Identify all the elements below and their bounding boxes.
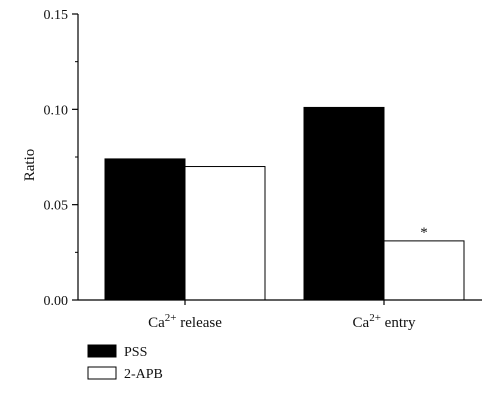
y-axis: 0.00 0.05 0.10 0.15 <box>44 8 79 309</box>
annotations-group: * <box>420 225 428 241</box>
y-tick-label: 0.10 <box>44 103 69 118</box>
y-tick-label: 0.00 <box>44 294 69 309</box>
x-axis: Ca2+ release Ca2+ entry <box>78 299 482 331</box>
x-category-label: Ca2+ entry <box>353 312 416 331</box>
legend-label: 2-APB <box>124 367 163 382</box>
y-tick-label: 0.05 <box>44 199 69 214</box>
legend-label: PSS <box>124 345 147 360</box>
x-category-label: Ca2+ release <box>148 312 222 331</box>
bar-pss-0 <box>104 158 186 301</box>
bar-2-apb-1 <box>383 240 465 301</box>
legend-swatch-pss <box>87 344 117 358</box>
bar-pss-1 <box>303 106 385 301</box>
legend: PSS 2-APB <box>87 344 163 382</box>
bars-group <box>104 106 465 301</box>
significance-marker: * <box>420 225 428 241</box>
bar-2-apb-0 <box>184 166 266 301</box>
y-tick-label: 0.15 <box>44 8 69 23</box>
y-axis-title: Ratio <box>22 149 38 182</box>
legend-swatch-2-apb <box>87 366 117 380</box>
